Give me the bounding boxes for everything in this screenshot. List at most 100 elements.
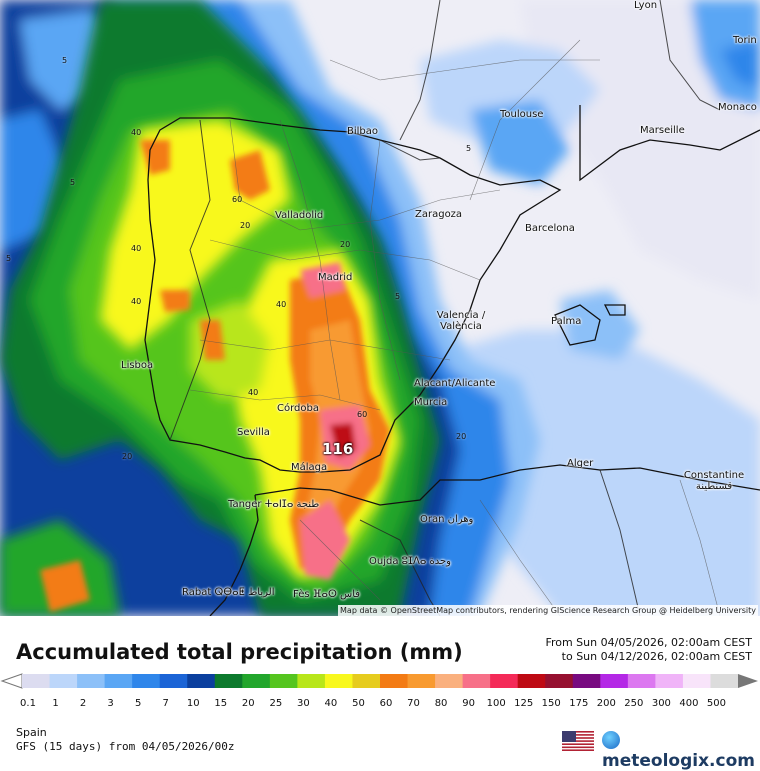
chart-title: Accumulated total precipitation (mm) [16,640,463,664]
city-label: Monaco [718,102,757,113]
period-from: From Sun 04/05/2026, 02:00am CEST [545,636,752,649]
contour-label: 20 [122,452,133,461]
city-label: Oujda ⵓⵊⴷⴰ وجدة [369,556,451,567]
city-label: Rabat ⵕⴱⴰⵟ الرباط [182,587,275,598]
brand-name: meteologix.com [602,751,755,771]
contour-label: 20 [340,240,351,249]
scale-swatch [710,674,739,688]
contour-label: 5 [395,292,401,301]
color-scale-bar [0,673,758,689]
contour-label: 40 [276,300,287,309]
scale-tick-label: 80 [434,698,448,709]
color-scale-ticks: 0.1 1 2 3 5 7 10 15 20 25 30 40 50 60 70 80 90 100 125 150 1… [0,698,760,712]
scale-tick-label: 3 [107,698,114,709]
scale-tick-label: 150 [541,698,561,709]
scale-tick-label: 400 [679,698,699,709]
forecast-period: From Sun 04/05/2026, 02:00am CEST to Sun… [545,636,752,664]
city-label: Lisboa [121,360,154,371]
max-precipitation-value: 116 [322,440,354,458]
contour-label: 40 [131,128,142,137]
region-label: Spain [16,726,47,739]
scale-tick-label: 10 [186,698,200,709]
city-label: Madrid [318,272,353,283]
scale-tick-label: 15 [214,698,228,709]
contour-label: 20 [456,432,467,441]
city-label: Toulouse [500,109,544,120]
city-label: Constantine قسنطينة [683,470,745,492]
city-label: Torin [733,35,757,46]
precipitation-field [0,0,760,616]
scale-tick-label: 25 [269,698,283,709]
scale-tick-label: 70 [407,698,420,709]
scale-swatch [517,674,546,688]
scale-swatch [77,674,106,688]
city-label: Palma [551,316,582,327]
scale-tick-label: 100 [486,698,506,709]
scale-tick-label: 125 [514,698,534,709]
scale-swatch [435,674,464,688]
city-label: Sevilla [237,427,270,438]
city-label: Alacant/Alicante [414,378,496,389]
scale-tick-label: 200 [596,698,616,709]
contour-label: 40 [131,297,142,306]
scale-tick-label: 250 [624,698,644,709]
scale-swatch [242,674,271,688]
scale-swatch [352,674,381,688]
scale-tick-label: 90 [462,698,475,709]
map-attribution[interactable]: Map data © OpenStreetMap contributors, r… [338,605,758,616]
scale-swatch [627,674,656,688]
us-flag-icon[interactable] [562,731,594,751]
scale-tick-label: 50 [352,698,365,709]
scale-tick-label: 60 [379,698,393,709]
contour-label: 40 [248,388,259,397]
scale-swatch [490,674,519,688]
city-label: Tanger ⵜⴰⵏⵊⴰ طنجة [228,499,320,510]
city-label: Alger [567,458,594,469]
scale-swatch [132,674,161,688]
scale-swatch [545,674,574,688]
scale-swatch [682,674,711,688]
scale-swatch [380,674,409,688]
scale-left-arrow [0,673,23,689]
contour-label: 40 [131,244,142,253]
scale-swatch [655,674,684,688]
city-label: Málaga [291,462,328,473]
scale-swatch [214,674,243,688]
scale-swatch [187,674,216,688]
city-label: Barcelona [525,223,575,234]
scale-swatch [104,674,133,688]
city-label: Córdoba [277,403,319,414]
scale-swatch [600,674,629,688]
scale-tick-label: 5 [134,698,142,709]
scale-swatch [49,674,78,688]
scale-swatch [324,674,353,688]
contour-label: 5 [466,144,472,153]
scale-tick-label: 0.1 [20,698,36,709]
precipitation-map[interactable]: Lyon Torin Monaco Toulouse Marseille Bil… [0,0,760,616]
city-label: Bilbao [347,126,379,137]
city-label: Valladolid [275,210,324,221]
scale-swatch [22,674,51,688]
brand-logo[interactable]: meteologix.com [602,731,760,771]
scale-swatch [407,674,436,688]
contour-label: 60 [357,410,368,419]
scale-tick-label: 300 [651,698,671,709]
scale-swatch [159,674,188,688]
scale-tick-label: 40 [324,698,338,709]
scale-swatch [572,674,601,688]
city-label: Zaragoza [415,209,463,220]
scale-tick-label: 30 [297,698,310,709]
city-label: Marseille [640,125,685,136]
scale-swatch [297,674,326,688]
contour-label: 60 [232,195,243,204]
scale-right-arrow [738,674,758,688]
city-label: Murcia [414,397,448,408]
contour-label: 5 [70,178,76,187]
scale-tick-label: 20 [241,698,255,709]
model-run-label: GFS (15 days) from 04/05/2026/00z [16,740,235,753]
scale-tick-label: 175 [569,698,589,709]
contour-label: 5 [6,254,12,263]
meteologix-logo-icon [602,731,620,749]
city-label: Valencia / València [436,310,486,332]
scale-tick-label: 7 [162,698,169,709]
